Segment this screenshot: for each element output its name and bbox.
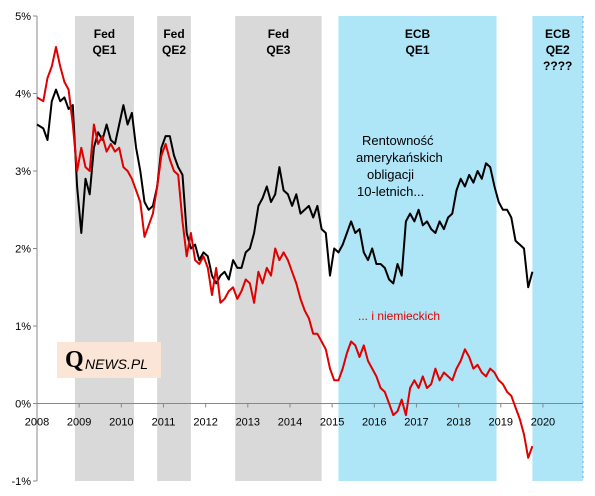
qe-band-label-3-0: ECB	[405, 27, 431, 41]
x-tick-label: 2013	[236, 417, 260, 429]
qe-bands: Fed QE1 Fed QE2 Fed QE3 ECB QE1 ECB QE2????	[74, 16, 583, 481]
qe-band-label-4-1: QE2	[546, 43, 570, 57]
x-tick-label: 2012	[193, 417, 217, 429]
qe-band-2	[235, 16, 322, 481]
qe-band-label-0-0: Fed	[94, 27, 115, 41]
qe-band-label-1-0: Fed	[163, 27, 184, 41]
x-tick-label: 2020	[531, 417, 555, 429]
y-tick-label: 2%	[15, 244, 31, 256]
us-annotation-line-4: 10-letnich...	[357, 184, 424, 199]
qe-band-4	[532, 16, 583, 481]
x-tick-label: 2017	[404, 417, 428, 429]
y-tick-label: -1%	[11, 476, 31, 488]
de-annotation: ... i niemieckich	[358, 309, 440, 323]
qe-band-label-1-1: QE2	[162, 43, 186, 57]
annotations: Rentowność amerykańskich obligacji 10-le…	[356, 133, 443, 323]
y-tick-label: 0%	[15, 399, 31, 411]
logo-text: NEWS.PL	[85, 356, 149, 372]
y-tick-label: 4%	[15, 89, 31, 101]
axes: 5% 4% 3% 2% 1% 0% -1% 2008 2009 2010 2011 2012 2013 2…	[11, 11, 584, 488]
series-lines	[36, 46, 534, 459]
x-tick-label: 2019	[489, 417, 513, 429]
x-tick-label: 2018	[446, 417, 470, 429]
qnews-logo: Q NEWS.PL	[57, 342, 161, 378]
qe-band-label-4-0: ECB	[545, 27, 571, 41]
us-annotation-line-2: amerykańskich	[356, 150, 443, 165]
qe-band-label-2-0: Fed	[268, 27, 289, 41]
qe-band-label-3-1: QE1	[406, 43, 430, 57]
x-tick-label: 2009	[67, 417, 91, 429]
us-annotation-line-3: obligacji	[367, 167, 414, 182]
qe-band-label-2-1: QE3	[266, 43, 290, 57]
x-tick-label: 2010	[109, 417, 133, 429]
x-tick-label: 2014	[278, 417, 302, 429]
y-tick-label: 1%	[15, 321, 31, 333]
us-annotation-line-1: Rentowność	[362, 133, 434, 148]
x-tick-label: 2008	[25, 417, 49, 429]
y-tick-label: 3%	[15, 166, 31, 178]
x-tick-label: 2016	[362, 417, 386, 429]
series-line-1	[36, 46, 534, 459]
qe-band-0	[74, 16, 134, 481]
x-tick-label: 2011	[152, 417, 176, 429]
logo-q: Q	[65, 347, 84, 373]
qe-band-label-4-2: ????	[543, 59, 572, 73]
qe-band-label-0-1: QE1	[92, 43, 116, 57]
series-line-0	[36, 88, 534, 289]
x-tick-label: 2015	[320, 417, 344, 429]
y-tick-label: 5%	[15, 11, 31, 23]
